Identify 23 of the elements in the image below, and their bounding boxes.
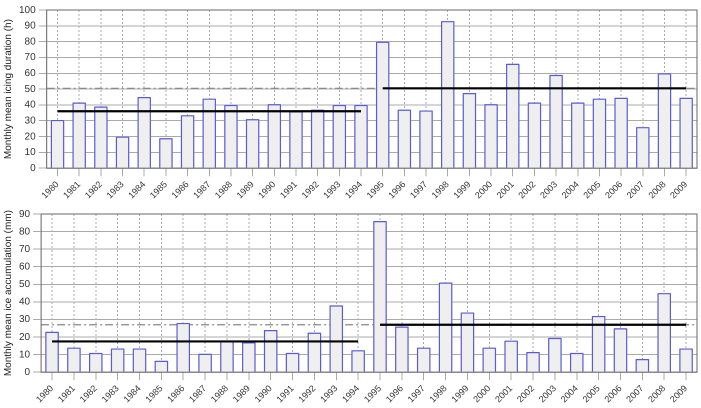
- y-tick-label: 70: [19, 244, 31, 255]
- y-axis-title: Monthly mean icing duration (h): [2, 19, 14, 160]
- y-tick-label: 10: [19, 349, 31, 360]
- y-tick-label: 10: [24, 147, 36, 158]
- y-tick-label: 0: [30, 162, 36, 174]
- y-tick-label: 60: [24, 68, 36, 80]
- y-tick-label: 40: [19, 296, 31, 308]
- y-tick-label: 50: [24, 84, 36, 95]
- y-tick-label: 90: [19, 208, 31, 220]
- y-tick-label: 40: [24, 100, 36, 111]
- y-tick-label: 90: [24, 20, 36, 32]
- y-tick-label: 60: [19, 261, 31, 272]
- y-tick-label: 30: [24, 115, 36, 126]
- y-tick-label: 80: [24, 36, 36, 48]
- y-tick-label: 0: [24, 366, 31, 378]
- y-tick-label: 30: [19, 314, 31, 326]
- y-tick-label: 100: [18, 4, 36, 16]
- y-tick-label: 70: [24, 52, 36, 64]
- y-tick-label: 20: [19, 332, 31, 343]
- y-axis-title: Monthly mean ice accumulation (mm): [2, 210, 14, 376]
- y-tick-label: 50: [19, 279, 31, 290]
- y-tick-label: 80: [19, 226, 31, 238]
- y-tick-label: 20: [24, 131, 36, 142]
